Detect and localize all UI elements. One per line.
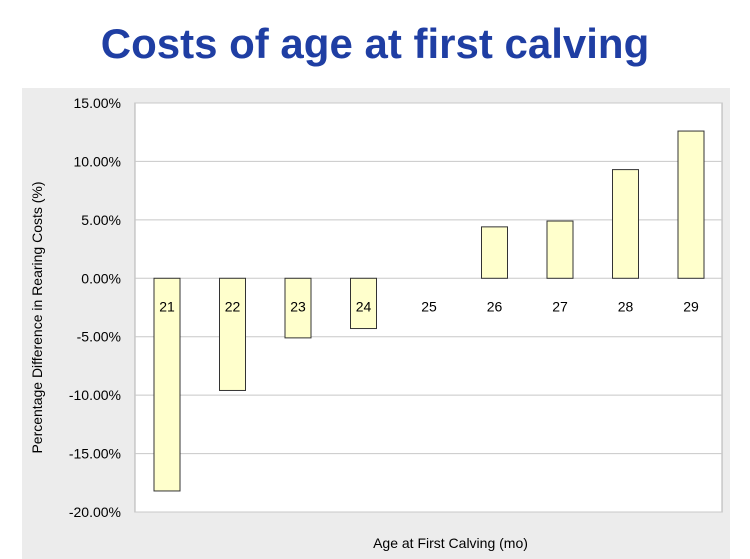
y-tick-label: 0.00% xyxy=(81,270,121,286)
category-label-27: 27 xyxy=(552,298,568,314)
bar-26 xyxy=(481,226,508,279)
y-tick-label: -10.00% xyxy=(69,387,121,403)
y-tick-label: 10.00% xyxy=(74,153,121,169)
category-label-24: 24 xyxy=(356,298,372,314)
page-title: Costs of age at first calving xyxy=(100,20,650,67)
y-tick-label: -5.00% xyxy=(77,329,121,345)
bar-24 xyxy=(350,277,377,330)
bars xyxy=(153,130,705,492)
bar-23 xyxy=(284,277,312,339)
bar-22 xyxy=(219,277,246,391)
y-tick-label: -15.00% xyxy=(69,446,121,462)
chart-panel: 15.00% 10.00% 5.00% 0.00% -5.00% -10.00% -15.0… xyxy=(22,88,730,559)
bar-21 xyxy=(153,277,181,492)
category-label-28: 28 xyxy=(618,298,634,314)
bar-28 xyxy=(612,169,639,279)
x-axis-title: Age at First Calving (mo) xyxy=(373,535,528,551)
y-tick-label: -20.00% xyxy=(69,504,121,520)
category-label-21: 21 xyxy=(159,298,175,314)
y-axis-title: Percentage Difference in Rearing Costs (… xyxy=(29,181,45,453)
category-labels: 21 22 23 24 25 26 27 28 29 xyxy=(159,298,699,314)
category-label-29: 29 xyxy=(683,298,699,314)
category-label-26: 26 xyxy=(487,298,503,314)
y-axis-ticks: 15.00% 10.00% 5.00% 0.00% -5.00% -10.00% -15.0… xyxy=(69,95,121,520)
bar-chart: 15.00% 10.00% 5.00% 0.00% -5.00% -10.00% -15.0… xyxy=(29,95,723,551)
y-tick-label: 15.00% xyxy=(74,95,121,111)
bar-29 xyxy=(677,130,705,279)
category-label-25: 25 xyxy=(421,298,437,314)
category-label-22: 22 xyxy=(225,298,241,314)
y-tick-label: 5.00% xyxy=(81,212,121,228)
bar-27 xyxy=(546,220,574,279)
category-label-23: 23 xyxy=(290,298,306,314)
